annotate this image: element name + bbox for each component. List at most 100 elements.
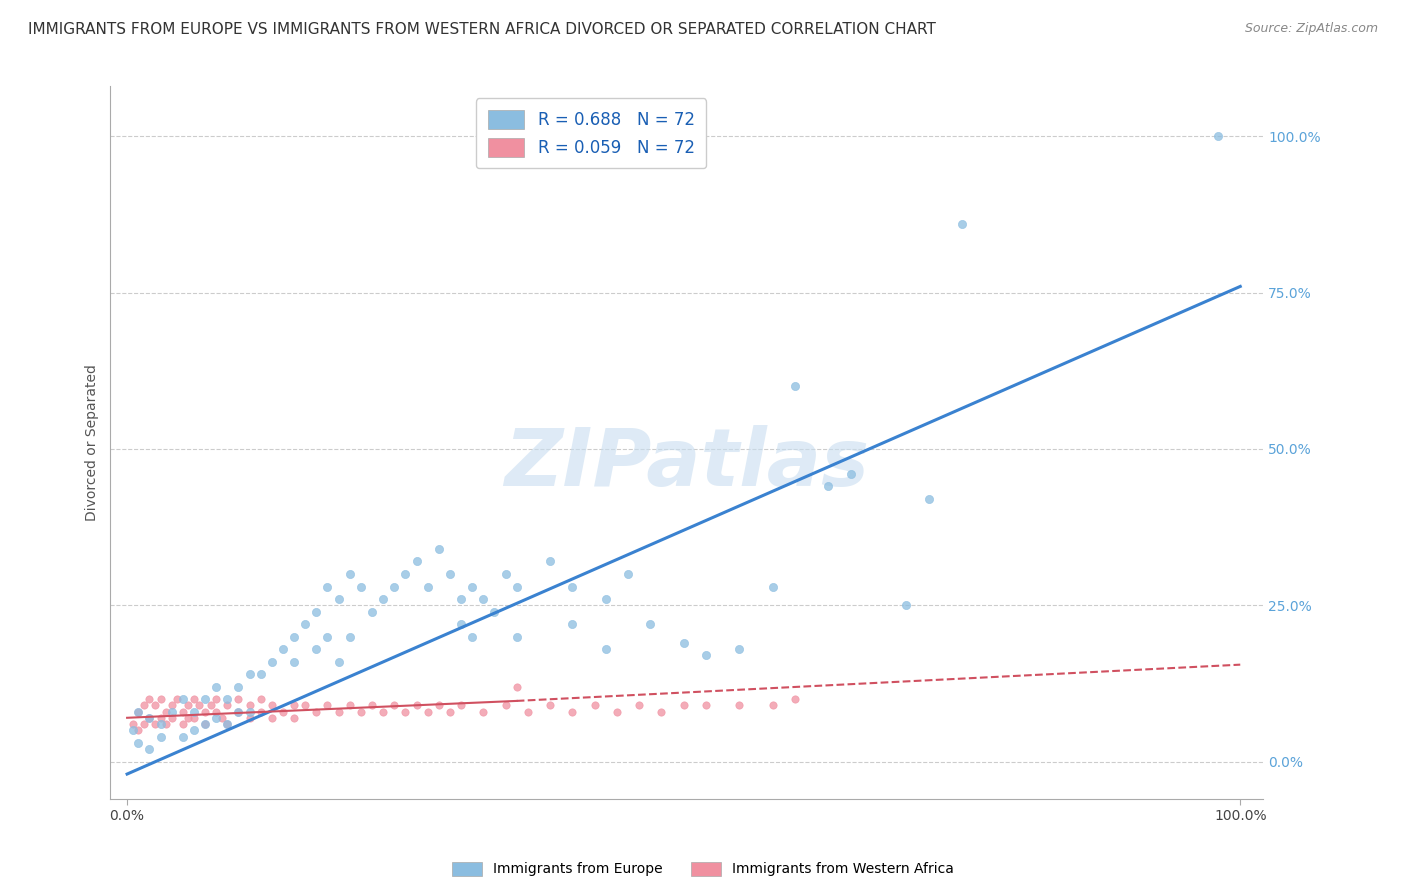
Point — [762, 580, 785, 594]
Point — [628, 698, 651, 713]
Point — [382, 580, 405, 594]
Point — [260, 655, 283, 669]
Point — [217, 692, 239, 706]
Point — [416, 705, 439, 719]
Point — [160, 711, 183, 725]
Point — [183, 723, 205, 738]
Point — [238, 705, 260, 719]
Point — [506, 630, 529, 644]
Text: ZIPatlas: ZIPatlas — [503, 425, 869, 503]
Point — [149, 730, 172, 744]
Point — [617, 566, 640, 581]
Point — [650, 705, 672, 719]
Point — [205, 705, 228, 719]
Point — [127, 723, 149, 738]
Point — [132, 698, 155, 713]
Point — [138, 711, 160, 725]
Point — [461, 580, 484, 594]
Point — [217, 698, 239, 713]
Point — [183, 711, 205, 725]
Point — [672, 636, 695, 650]
Point — [461, 630, 484, 644]
Point — [695, 648, 717, 663]
Point — [350, 580, 373, 594]
Point — [427, 698, 450, 713]
Point — [439, 566, 461, 581]
Point — [316, 580, 339, 594]
Point — [177, 711, 200, 725]
Point — [450, 592, 472, 607]
Point — [382, 698, 405, 713]
Point — [328, 655, 350, 669]
Point — [728, 698, 751, 713]
Point — [238, 667, 260, 681]
Point — [249, 667, 271, 681]
Point — [260, 698, 283, 713]
Point — [205, 692, 228, 706]
Point — [405, 554, 427, 568]
Y-axis label: Divorced or Separated: Divorced or Separated — [86, 364, 100, 521]
Point — [138, 711, 160, 725]
Point — [561, 580, 583, 594]
Point — [394, 705, 416, 719]
Point — [405, 698, 427, 713]
Point — [155, 705, 177, 719]
Point — [839, 467, 862, 481]
Point — [316, 698, 339, 713]
Point — [506, 680, 529, 694]
Point — [155, 717, 177, 731]
Point — [595, 592, 617, 607]
Point — [183, 705, 205, 719]
Point — [194, 705, 217, 719]
Point — [166, 692, 188, 706]
Point — [271, 705, 294, 719]
Point — [672, 698, 695, 713]
Point — [194, 717, 217, 731]
Point — [371, 592, 394, 607]
Point — [917, 491, 939, 506]
Point — [595, 642, 617, 657]
Point — [138, 742, 160, 756]
Point — [583, 698, 606, 713]
Point — [606, 705, 628, 719]
Point — [896, 599, 918, 613]
Point — [294, 698, 316, 713]
Point — [172, 705, 194, 719]
Legend: Immigrants from Europe, Immigrants from Western Africa: Immigrants from Europe, Immigrants from … — [444, 855, 962, 883]
Point — [450, 698, 472, 713]
Point — [394, 566, 416, 581]
Point — [271, 642, 294, 657]
Point — [516, 705, 538, 719]
Point — [205, 680, 228, 694]
Point — [160, 698, 183, 713]
Point — [283, 655, 305, 669]
Text: IMMIGRANTS FROM EUROPE VS IMMIGRANTS FROM WESTERN AFRICA DIVORCED OR SEPARATED C: IMMIGRANTS FROM EUROPE VS IMMIGRANTS FRO… — [28, 22, 936, 37]
Point — [316, 630, 339, 644]
Point — [132, 717, 155, 731]
Point — [217, 717, 239, 731]
Point — [538, 698, 561, 713]
Point — [127, 705, 149, 719]
Point — [228, 680, 250, 694]
Point — [640, 617, 662, 632]
Point — [506, 580, 529, 594]
Point — [1206, 129, 1229, 144]
Point — [149, 711, 172, 725]
Point — [177, 698, 200, 713]
Point — [328, 705, 350, 719]
Point — [728, 642, 751, 657]
Point — [450, 617, 472, 632]
Point — [260, 711, 283, 725]
Point — [127, 705, 149, 719]
Point — [427, 541, 450, 556]
Point — [217, 717, 239, 731]
Point — [249, 705, 271, 719]
Point — [538, 554, 561, 568]
Point — [484, 605, 506, 619]
Point — [561, 617, 583, 632]
Point — [339, 566, 361, 581]
Point — [172, 717, 194, 731]
Legend: R = 0.688   N = 72, R = 0.059   N = 72: R = 0.688 N = 72, R = 0.059 N = 72 — [475, 98, 706, 169]
Point — [172, 730, 194, 744]
Point — [143, 698, 166, 713]
